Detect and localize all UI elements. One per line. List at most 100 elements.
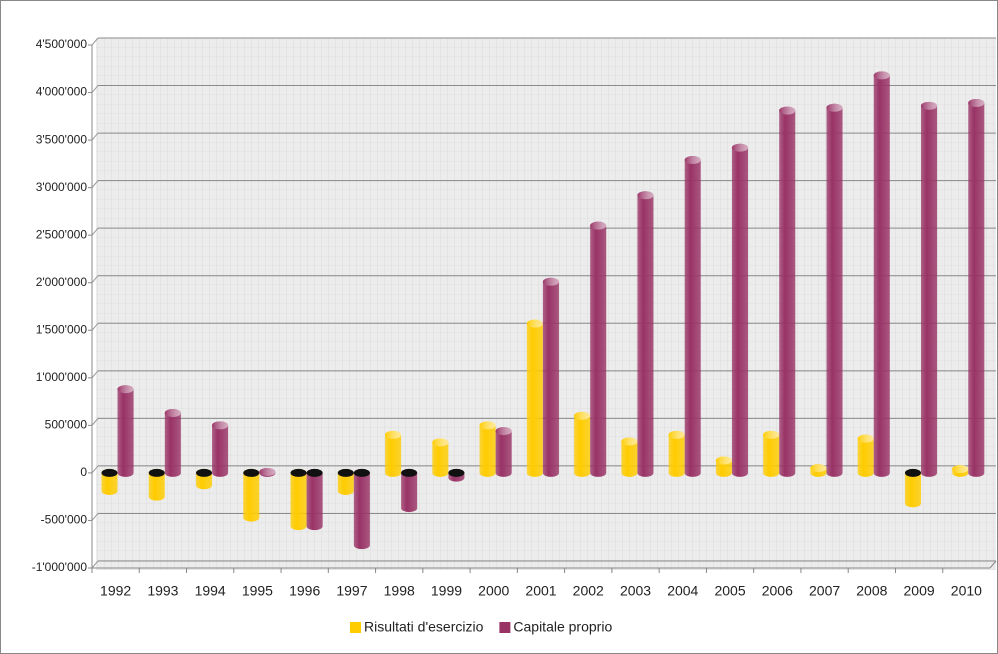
bar-cap xyxy=(432,438,449,447)
grid-line xyxy=(91,465,99,474)
y-tick-label: 500'000 xyxy=(45,418,88,432)
x-tick-label: 2009 xyxy=(904,583,935,599)
bar-cap xyxy=(243,468,260,477)
bar-cap xyxy=(731,143,749,152)
bar-cap xyxy=(779,106,796,115)
bar-cap xyxy=(590,221,607,230)
x-tick-label: 2000 xyxy=(478,583,509,599)
x-tick-label: 1993 xyxy=(147,583,178,599)
bar-cap xyxy=(526,319,543,328)
grid-line xyxy=(91,560,99,569)
grid-line xyxy=(91,513,99,521)
bar xyxy=(526,319,543,477)
bar-cap xyxy=(385,430,402,439)
bar-cap xyxy=(810,464,827,473)
bar-cap xyxy=(448,468,465,477)
bar-cap xyxy=(101,468,118,477)
y-tick-label: -1'000'000 xyxy=(32,560,88,574)
bar xyxy=(826,103,843,477)
grid-line xyxy=(91,418,99,426)
x-tick-label: 1998 xyxy=(384,583,415,599)
grid-line xyxy=(91,85,99,93)
grid-line xyxy=(91,227,99,236)
bar xyxy=(668,430,685,477)
bar-cap xyxy=(763,430,780,439)
bar-cap xyxy=(542,277,559,286)
bar-cap xyxy=(401,468,418,477)
bar xyxy=(590,221,607,477)
bar-cap xyxy=(479,421,496,430)
bar xyxy=(148,468,165,501)
bar xyxy=(385,430,402,477)
bar-cap xyxy=(337,468,354,477)
bar-cap xyxy=(117,385,134,394)
bar-cap xyxy=(495,427,512,436)
bar xyxy=(117,385,134,477)
bar-cap xyxy=(968,99,985,108)
y-tick-label: 3'500'000 xyxy=(36,132,88,146)
bar xyxy=(904,468,921,508)
legend-label: Risultati d'esercizio xyxy=(364,619,484,635)
legend-swatch xyxy=(499,622,511,633)
bar-cap xyxy=(668,430,685,439)
bar xyxy=(731,143,749,477)
x-tick-label: 1992 xyxy=(100,583,131,599)
bar-cap xyxy=(148,468,165,477)
bar xyxy=(779,106,796,477)
bar xyxy=(243,468,260,522)
x-tick-label: 2007 xyxy=(809,583,840,599)
x-tick-label: 1994 xyxy=(195,583,226,599)
bar xyxy=(495,427,512,477)
x-tick-label: 2006 xyxy=(762,583,793,599)
bar xyxy=(621,437,638,477)
bar-cap xyxy=(195,468,213,477)
bar-cap xyxy=(873,71,890,80)
y-tick-label: 4'500'000 xyxy=(36,37,88,51)
bar xyxy=(763,430,780,477)
x-tick-label: 2005 xyxy=(714,583,745,599)
bar xyxy=(857,434,874,477)
bar-cap xyxy=(574,411,591,420)
bar-cap xyxy=(952,465,969,474)
y-tick-label: -500'000 xyxy=(41,513,88,527)
y-tick-label: 1'500'000 xyxy=(36,322,88,336)
bar-cap xyxy=(259,467,276,476)
x-tick-label: 1997 xyxy=(336,583,367,599)
x-tick-label: 1999 xyxy=(431,583,462,599)
bar-cap xyxy=(826,103,843,112)
x-tick-label: 2001 xyxy=(525,583,556,599)
y-tick-label: 2'000'000 xyxy=(36,275,88,289)
bar xyxy=(164,409,181,477)
x-tick-label: 1996 xyxy=(289,583,320,599)
bar-cap xyxy=(715,456,732,465)
bar-cap xyxy=(621,437,638,446)
x-tick-label: 2002 xyxy=(573,583,604,599)
bar-cap xyxy=(857,434,874,443)
bar-cap xyxy=(164,409,181,418)
y-tick-label: 2'500'000 xyxy=(36,227,88,241)
y-tick-label: 3'000'000 xyxy=(36,180,88,194)
bar xyxy=(306,468,323,531)
bar xyxy=(290,468,307,531)
bar-cap xyxy=(920,101,938,110)
bar-cap xyxy=(290,468,307,477)
x-tick-label: 2004 xyxy=(667,583,698,599)
bar-cap xyxy=(212,421,229,430)
grid-line xyxy=(91,180,99,188)
bar xyxy=(684,156,701,477)
bar-cap xyxy=(684,156,701,165)
x-tick-label: 2010 xyxy=(951,583,982,599)
bar xyxy=(574,411,591,477)
legend-swatch xyxy=(350,622,361,633)
bar xyxy=(212,421,229,477)
grid-line xyxy=(91,275,99,284)
bar-cap xyxy=(637,191,654,200)
x-tick-label: 2008 xyxy=(856,583,887,599)
grid-line xyxy=(91,370,99,379)
bar xyxy=(920,101,938,477)
y-tick-label: 1'000'000 xyxy=(36,370,88,384)
grid-line xyxy=(91,132,99,141)
bar xyxy=(432,438,449,477)
